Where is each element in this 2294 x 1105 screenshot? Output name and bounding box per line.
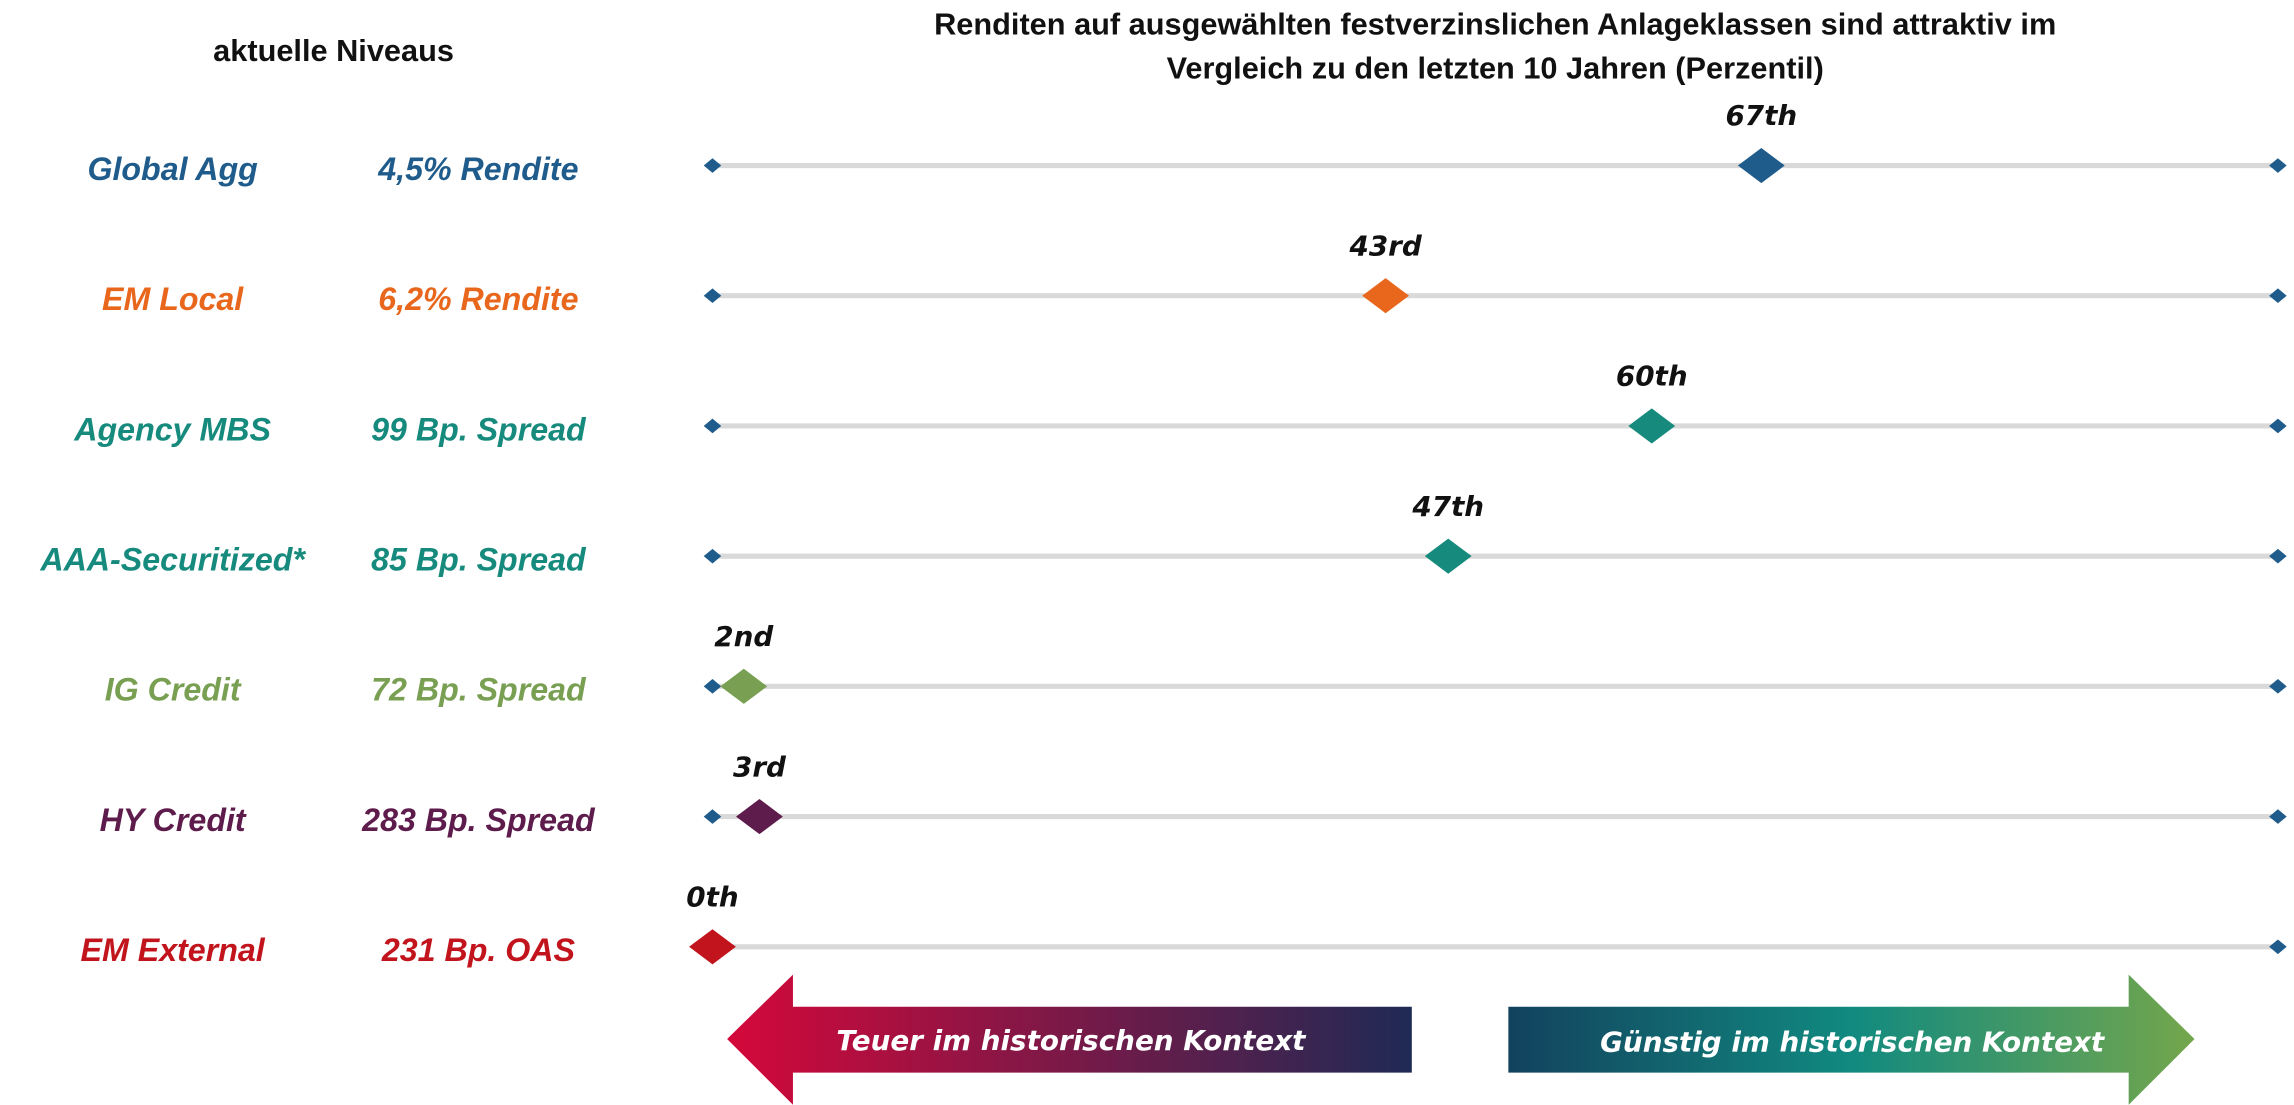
value-label: 0th (686, 881, 738, 914)
value-label: 3rd (733, 750, 787, 783)
axis-end (2269, 939, 2287, 955)
axis-end (703, 679, 722, 694)
category-label: IG Credit (105, 672, 242, 708)
category-label: HY Credit (100, 802, 247, 838)
level-label: 99 Bp. Spread (371, 411, 587, 447)
value-label: 43rd (1348, 229, 1422, 262)
category-label: Agency MBS (73, 411, 271, 447)
chart-title: Vergleich zu den letzten 10 Jahren (Perz… (1167, 51, 1824, 86)
dot (689, 929, 736, 965)
dot (1424, 538, 1472, 574)
level-label: 4,5% Rendite (377, 151, 578, 187)
axis-end (703, 288, 722, 304)
dot (1362, 278, 1410, 314)
axis-end (2269, 679, 2287, 694)
level-label: 85 Bp. Spread (371, 542, 587, 578)
subtitle: aktuelle Niveaus (213, 33, 454, 68)
value-label: 60th (1616, 360, 1688, 393)
level-label: 6,2% Rendite (378, 281, 578, 317)
dot (736, 799, 783, 835)
category-label: AAA-Securitized* (39, 542, 306, 578)
axis-end (703, 809, 722, 824)
annotation: Teuer im historischen Kontext (836, 1024, 1307, 1057)
axis-end (703, 548, 722, 564)
level-label: 283 Bp. Spread (361, 802, 596, 838)
value-label: 2nd (714, 620, 774, 653)
dot (720, 668, 768, 704)
category-label: Global Agg (87, 151, 258, 187)
axis-end (2269, 288, 2287, 304)
axis-end (703, 418, 722, 434)
value-label: 47th (1411, 490, 1484, 523)
dot (1628, 408, 1676, 444)
axis-end (2269, 418, 2287, 434)
arrow-right (1508, 974, 2195, 1105)
dot (1737, 147, 1785, 184)
axis-end (2269, 809, 2287, 824)
category-label: EM External (81, 932, 266, 968)
level-label: 72 Bp. Spread (371, 672, 587, 708)
axis-end (2269, 548, 2287, 564)
category-label: EM Local (102, 281, 244, 317)
value-label: 67th (1725, 99, 1797, 132)
annotation: Günstig im historischen Kontext (1600, 1025, 2106, 1058)
level-label: 231 Bp. OAS (381, 932, 576, 968)
axis-end (2269, 158, 2287, 173)
arrow-left (727, 974, 1412, 1105)
axis-end (703, 158, 722, 173)
chart-title: Renditen auf ausgewählten festverzinslic… (934, 7, 2056, 42)
